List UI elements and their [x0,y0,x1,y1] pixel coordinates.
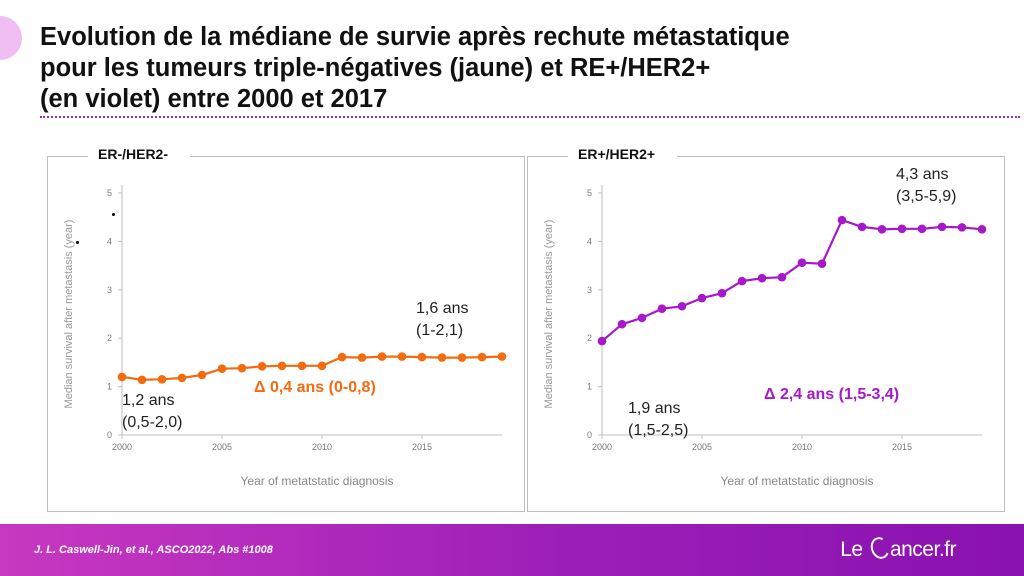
y-tick-label: 5 [587,188,592,198]
y-tick-label: 1 [107,382,112,392]
data-point [317,361,327,371]
chart-er-pos-her2-pos: 0 1 2 3 4 5 2000 2005 2010 2015 Year of metatstati… [543,185,987,488]
data-point [917,224,927,234]
y-tick-label: 0 [107,430,112,440]
end-ci: (1-2,1) [416,322,464,339]
end-value: 4,3 ans [896,166,949,183]
data-point [197,370,207,380]
data-point [277,361,287,371]
x-axis-title: Year of metatstatic diagnosis [721,474,874,488]
data-point [597,336,607,346]
data-point [157,375,167,384]
x-tick-label: 2015 [412,442,432,452]
data-point [257,361,267,371]
data-point [497,352,507,361]
data-point [657,304,667,313]
data-point [937,222,947,232]
data-point [737,276,747,286]
data-point [237,363,247,373]
data-point [897,224,907,234]
le-cancer-logo: Le ancer.fr [840,534,957,562]
y-tick-label: 2 [587,333,592,343]
y-tick-label: 1 [587,382,592,392]
y-tick-label: 2 [107,333,112,343]
data-point [357,353,367,362]
y-tick-label: 3 [587,285,592,295]
x-tick-label: 2000 [592,442,612,452]
stray-mark [112,213,115,216]
start-ci: (0,5-2,0) [122,414,183,431]
title-line-2: pour les tumeurs triple-négatives (jaune… [40,54,711,82]
title-line-1: Evolution de la médiane de survie après … [40,23,790,51]
panel-title: ER+/HER2+ [568,146,678,162]
delta-annotation: Δ 2,4 ans (1,5-3,4) [764,386,900,403]
y-tick-label: 3 [107,285,112,295]
data-point [617,319,627,329]
end-annotation: 1,6 ans (1-2,1) [416,298,468,342]
y-axis-title: Median survival after metastasis (year) [63,220,75,409]
data-point [757,273,767,283]
data-point [697,293,707,303]
start-ci: (1,5-2,5) [628,422,689,439]
data-point [677,301,687,311]
start-annotation: 1,9 ans (1,5-2,5) [628,398,688,442]
data-point [857,222,867,232]
data-point [637,313,647,323]
x-tick-label: 2010 [312,442,332,452]
x-axis-title: Year of metatstatic diagnosis [241,474,394,488]
series-line [601,218,983,342]
title-line-3: (en violet) entre 2000 et 2017 [40,85,388,113]
x-tick-label: 2010 [792,442,812,452]
data-point [377,352,387,361]
data-point [777,272,787,282]
data-point [477,352,487,362]
data-point [177,373,187,383]
data-point [137,375,147,385]
y-tick-label: 4 [107,236,112,246]
data-point [117,372,127,382]
data-point [297,361,307,371]
title-separator [40,116,1020,118]
logo-ring-icon [867,534,893,562]
start-value: 1,9 ans [628,400,681,417]
footer-reference: J. L. Caswell-Jin, et al., ASCO2022, Abs… [34,544,273,556]
start-annotation: 1,2 ans (0,5-2,0) [122,390,182,434]
data-point [397,352,407,361]
data-point [417,352,427,362]
stray-mark [76,241,79,244]
y-tick-label: 5 [107,188,112,198]
x-tick-label: 2000 [112,442,132,452]
chart-panel-er-pos: ER+/HER2+ 0 1 2 3 4 5 2000 2005 2010 2015 Year of … [527,146,1005,512]
footer-bar: J. L. Caswell-Jin, et al., ASCO2022, Abs… [0,524,1024,576]
data-point [717,288,727,298]
data-point [977,225,987,234]
end-ci: (3,5-5,9) [896,188,957,205]
data-point [797,258,807,267]
page-title: Evolution de la médiane de survie après … [40,22,1000,115]
y-tick-label: 4 [587,236,592,246]
data-point [837,215,847,225]
chart-er-neg-her2-neg: 0 1 2 3 4 5 2000 2005 2010 2015 Year of metatstati… [63,185,507,488]
x-tick-label: 2005 [212,442,232,452]
data-point [457,353,467,362]
panel-title: ER-/HER2- [88,146,191,162]
end-value: 1,6 ans [416,300,469,317]
y-tick-label: 0 [587,430,592,440]
data-point [217,364,227,373]
start-value: 1,2 ans [122,392,175,409]
data-point [437,353,447,362]
delta-annotation: Δ 0,4 ans (0-0,8) [254,379,376,396]
y-axis-title: Median survival after metastasis (year) [543,220,555,409]
x-tick-label: 2015 [892,442,912,452]
x-tick-label: 2005 [692,442,712,452]
data-point [817,259,827,268]
data-point [957,223,967,232]
data-point [877,225,887,234]
data-point [337,352,347,362]
chart-panel-er-neg: ER-/HER2- 0 1 2 3 4 5 2000 2005 2010 2015 Year of … [47,146,525,512]
corner-decoration [0,16,22,60]
end-annotation: 4,3 ans (3,5-5,9) [896,164,956,208]
